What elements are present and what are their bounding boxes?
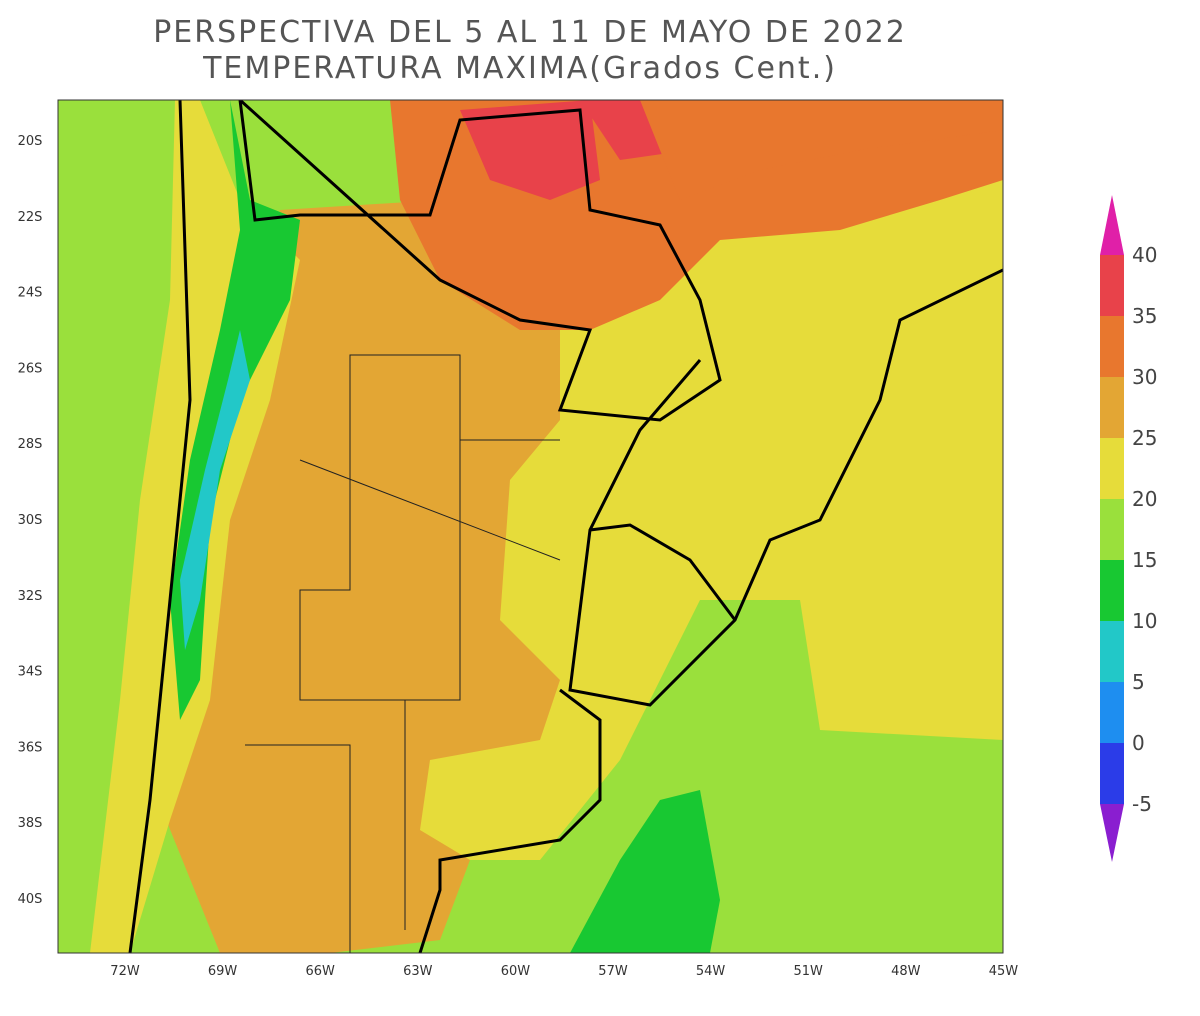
colorbar-label: 15: [1132, 548, 1157, 572]
colorbar-label: 40: [1132, 243, 1157, 267]
longitude-label: 57W: [598, 964, 628, 979]
latitude-label: 34S: [18, 665, 43, 680]
latitude-label: 32S: [18, 589, 43, 604]
longitude-label: 66W: [305, 964, 335, 979]
colorbar-label: -5: [1132, 792, 1152, 816]
latitude-label: 28S: [18, 437, 43, 452]
latitude-label: 20S: [18, 134, 43, 149]
latitude-label: 24S: [18, 286, 43, 301]
map: [57, 99, 1004, 954]
colorbar-band: [1100, 621, 1124, 682]
latitude-label: 30S: [18, 513, 43, 528]
longitude-label: 69W: [208, 964, 238, 979]
latitude-label: 36S: [18, 740, 43, 755]
colorbar-band: [1100, 682, 1124, 743]
latitude-label: 40S: [18, 892, 43, 907]
colorbar-arrow: [1100, 804, 1124, 862]
longitude-label: 48W: [891, 964, 921, 979]
latitude-label: 26S: [18, 361, 43, 376]
colorbar-band: [1100, 377, 1124, 438]
colorbar-band: [1100, 438, 1124, 499]
longitude-label: 60W: [501, 964, 531, 979]
colorbar-label: 25: [1132, 426, 1157, 450]
colorbar-label: 5: [1132, 670, 1145, 694]
colorbar-band: [1100, 499, 1124, 560]
colorbar-label: 35: [1132, 304, 1157, 328]
longitude-label: 63W: [403, 964, 433, 979]
subtitle-line: TEMPERATURA MAXIMA(Grados Cent.): [202, 51, 837, 86]
colorbar-label: 30: [1132, 365, 1157, 389]
colorbar-band: [1100, 255, 1124, 316]
colorbar-label: 10: [1132, 609, 1157, 633]
colorbar-band: [1100, 316, 1124, 377]
latitude-label: 22S: [18, 210, 43, 225]
colorbar-band: [1100, 743, 1124, 804]
colorbar-arrow: [1100, 195, 1124, 255]
longitude-label: 51W: [793, 964, 823, 979]
colorbar-label: 20: [1132, 487, 1157, 511]
title-line: PERSPECTIVA DEL 5 AL 11 DE MAYO DE 2022: [153, 15, 907, 50]
colorbar-label: 0: [1132, 731, 1145, 755]
latitude-label: 38S: [18, 816, 43, 831]
longitude-label: 72W: [110, 964, 140, 979]
longitude-label: 54W: [696, 964, 726, 979]
colorbar-band: [1100, 560, 1124, 621]
longitude-label: 45W: [989, 964, 1019, 979]
